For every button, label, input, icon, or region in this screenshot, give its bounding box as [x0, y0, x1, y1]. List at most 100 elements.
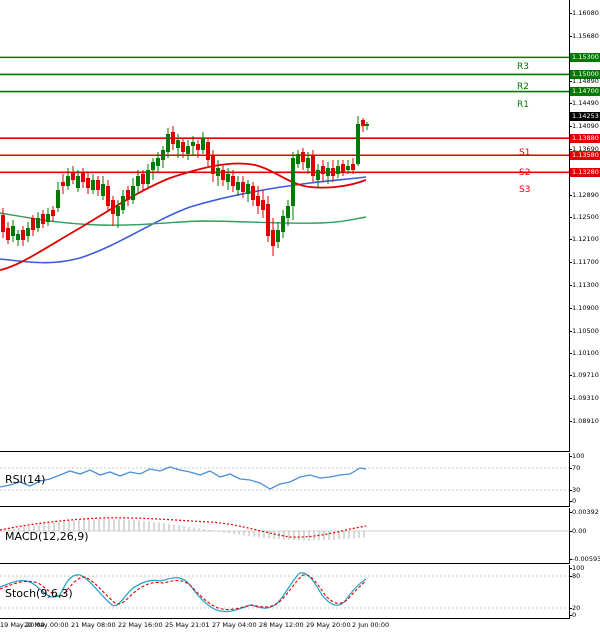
candle-bearish: [251, 186, 255, 200]
rsi-plot: [0, 466, 569, 491]
price-tick-mark: [569, 239, 572, 241]
time-tick-label: 28 May 12:00: [259, 621, 304, 629]
rsi-tick-label: 0: [572, 497, 577, 505]
price-chart-pane[interactable]: R3 R2 R1 S1 S2 S3: [0, 0, 570, 452]
candle-bullish: [131, 186, 135, 200]
price-tick-label: 1.14700: [570, 87, 600, 97]
price-tick-mark: [569, 262, 572, 264]
macd-tick-mark: [569, 559, 572, 560]
price-tick-label: 1.14490: [572, 99, 599, 108]
rsi-line: [0, 466, 367, 490]
candle-bearish: [1, 215, 5, 232]
candle-bullish: [226, 174, 230, 182]
candle-bullish: [146, 170, 150, 184]
time-tick-label: 21 May 08:00: [71, 621, 116, 629]
level-label-s1: S1: [519, 148, 531, 158]
candle-bullish: [16, 234, 20, 240]
candle-bullish: [281, 216, 285, 232]
candle-bearish: [321, 166, 325, 174]
stoch-tick-label: 0: [572, 611, 577, 619]
stoch-tick-mark: [569, 568, 572, 569]
candle-bullish: [296, 154, 300, 164]
time-tick-label: 29 May 20:00: [306, 621, 351, 629]
candle-bullish: [365, 124, 369, 126]
price-tick-label: 1.14253: [570, 112, 600, 122]
candle-bullish: [26, 228, 30, 236]
candle-bullish: [156, 158, 160, 166]
rsi-tick-mark: [569, 456, 572, 457]
candle-bearish: [221, 170, 225, 180]
candle-bullish: [161, 150, 165, 160]
candle-bullish: [151, 162, 155, 170]
stoch-plot: [0, 572, 569, 613]
price-tick-mark: [569, 307, 572, 309]
price-tick-label: 1.10900: [572, 303, 599, 312]
price-tick-label: 1.12890: [572, 190, 599, 199]
candle-bullish: [66, 176, 70, 186]
candle-bullish: [336, 166, 340, 174]
macd-tick-mark: [569, 512, 572, 513]
candle-bearish: [311, 156, 315, 176]
candle-bearish: [241, 182, 245, 192]
price-tick-label: 1.10500: [572, 326, 599, 335]
price-tick-label: 1.12100: [572, 235, 599, 244]
candle-bearish: [211, 156, 215, 174]
rsi-axis: 100 70 30 0: [569, 452, 600, 506]
candle-bullish: [101, 184, 105, 196]
time-tick-label: 22 May 16:00: [118, 621, 163, 629]
level-label-r1: R1: [517, 100, 529, 110]
candle-bullish: [56, 190, 60, 208]
price-tick-label: 1.12500: [572, 212, 599, 221]
stoch-pane[interactable]: Stoch(9,6,3): [0, 565, 570, 619]
stoch-signal-line: [0, 574, 367, 611]
time-tick-label: 2 Jun 00:00: [352, 621, 390, 629]
rsi-tick-mark: [569, 501, 572, 502]
level-label-r2: R2: [517, 82, 529, 92]
candle-bearish: [81, 172, 85, 182]
candle-bearish: [351, 164, 355, 170]
candle-bearish: [261, 200, 265, 210]
candle-bearish: [96, 180, 100, 190]
candle-bullish: [356, 124, 360, 164]
macd-pane[interactable]: MACD(12,26,9): [0, 508, 570, 564]
price-tick-mark: [569, 353, 572, 355]
time-axis: 19 May 20:00 20 May 00:00 21 May 08:00 22 M…: [0, 619, 569, 632]
price-tick-mark: [569, 285, 572, 286]
price-tick-mark: [569, 398, 572, 400]
rsi-pane[interactable]: RSI(14): [0, 453, 570, 507]
stoch-tick-mark: [569, 576, 572, 577]
price-tick-mark: [569, 126, 572, 128]
price-tick-label: 1.13580: [570, 150, 600, 160]
candle-bullish: [76, 176, 80, 188]
price-tick-label: 1.14890: [572, 76, 599, 85]
rsi-tick-label: 70: [572, 464, 581, 472]
price-tick-mark: [569, 194, 572, 196]
candle-bearish: [271, 230, 275, 246]
candle-bullish: [166, 134, 170, 152]
candle-bearish: [6, 228, 10, 240]
candle-bullish: [46, 214, 50, 222]
candle-bearish: [21, 230, 25, 240]
candle-bullish: [176, 140, 180, 148]
stoch-axis: 100 80 20 0: [569, 564, 600, 619]
price-axis: 1.16080 1.15680 1.15300 1.15000 1.14890 1.147…: [569, 0, 600, 451]
stoch-tick-label: 80: [572, 572, 581, 580]
stoch-tick-label: 20: [572, 604, 581, 612]
stoch-tick-mark: [569, 615, 572, 616]
price-tick-label: 1.08910: [572, 417, 599, 425]
candle-bullish: [236, 182, 240, 190]
candle-bearish: [301, 152, 305, 162]
price-tick-mark: [569, 13, 572, 14]
candle-bullish: [291, 158, 295, 206]
candle-bearish: [361, 120, 365, 126]
candle-bullish: [11, 226, 15, 236]
candle-bearish: [231, 176, 235, 186]
price-tick-label: 1.15300: [570, 52, 600, 62]
candle-bullish: [191, 142, 195, 146]
price-tick-label: 1.16080: [572, 9, 599, 17]
price-tick-mark: [569, 80, 572, 82]
ma-mid-line: [0, 176, 367, 264]
candle-bullish: [316, 170, 320, 180]
price-tick-label: 1.13880: [570, 133, 600, 143]
price-tick-label: 1.13690: [572, 145, 599, 153]
